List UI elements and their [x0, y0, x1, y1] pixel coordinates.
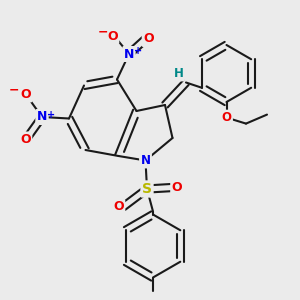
Text: N: N [140, 154, 151, 167]
Text: +: + [47, 110, 55, 120]
Text: O: O [143, 32, 154, 46]
Text: O: O [113, 200, 124, 214]
Text: N: N [37, 110, 47, 124]
Text: O: O [20, 88, 31, 101]
Text: N: N [124, 47, 134, 61]
Text: +: + [134, 46, 142, 56]
Text: O: O [172, 181, 182, 194]
Text: O: O [107, 29, 118, 43]
Text: S: S [142, 182, 152, 196]
Text: O: O [20, 133, 31, 146]
Text: H: H [174, 67, 183, 80]
Text: O: O [221, 111, 232, 124]
Text: −: − [9, 83, 20, 97]
Text: −: − [98, 26, 108, 39]
